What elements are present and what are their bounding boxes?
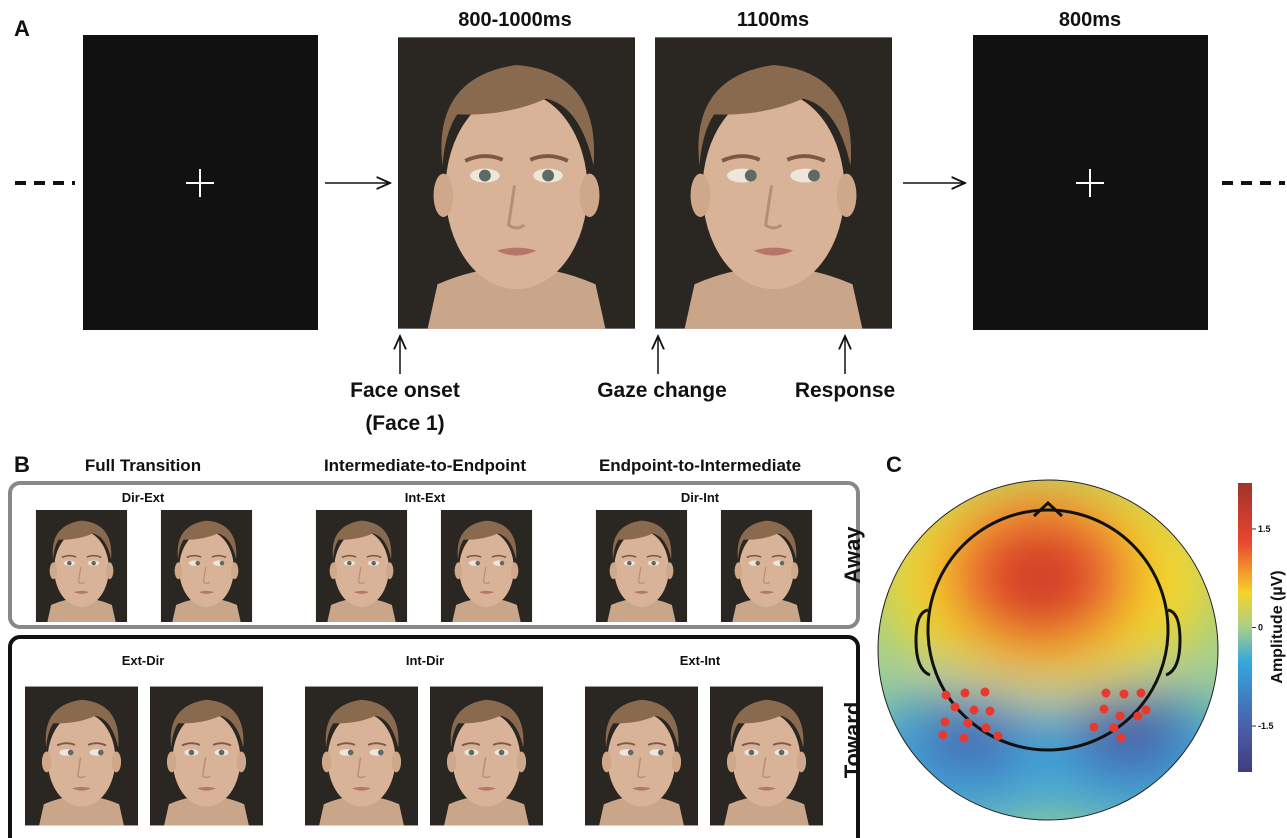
face-image	[34, 510, 129, 622]
event-arrows	[400, 336, 845, 374]
duration-label: 800-1000ms	[458, 9, 571, 31]
scalp-outline	[877, 479, 1219, 821]
face-image	[719, 510, 814, 622]
head-outline	[914, 500, 1182, 752]
face-image	[314, 510, 409, 622]
colorbar-tick-label: 0	[1258, 623, 1263, 633]
face-image	[25, 685, 138, 827]
panel-label: A	[14, 16, 30, 41]
colorbar-label: Amplitude (µV)	[1269, 570, 1286, 683]
panel-label: C	[886, 452, 902, 477]
event-label: Gaze change	[597, 379, 727, 402]
electrode	[1089, 722, 1099, 732]
condition-group-box	[8, 481, 860, 629]
electrode	[980, 687, 990, 697]
electrode	[959, 733, 969, 743]
electrode	[950, 702, 960, 712]
electrode	[1116, 733, 1126, 743]
fixation-cross	[186, 169, 214, 197]
condition-label: Dir-Ext	[122, 490, 165, 505]
electrode	[941, 690, 951, 700]
topomap	[878, 480, 1218, 820]
electrode	[985, 706, 995, 716]
electrode	[1099, 704, 1109, 714]
electrode	[1119, 689, 1129, 699]
condition-group-box	[8, 635, 860, 838]
electrode	[969, 705, 979, 715]
panel-label: B	[14, 452, 30, 477]
electrode	[1109, 723, 1119, 733]
condition-label: Int-Dir	[406, 653, 444, 668]
face-image	[655, 36, 892, 330]
face-image	[159, 510, 254, 622]
event-label: Face onset	[350, 379, 460, 402]
column-header: Endpoint-to-Intermediate	[599, 456, 801, 475]
duration-label: 1100ms	[737, 9, 809, 31]
face-image	[150, 685, 263, 827]
event-label: Response	[795, 379, 895, 402]
duration-label: 800ms	[1059, 9, 1121, 31]
electrode	[1136, 688, 1146, 698]
face-image	[710, 685, 823, 827]
event-label: (Face 1)	[365, 412, 444, 435]
face-image	[430, 685, 543, 827]
column-header: Full Transition	[85, 456, 201, 475]
condition-label: Dir-Int	[681, 490, 720, 505]
face-image	[439, 510, 534, 622]
electrode	[940, 717, 950, 727]
electrode	[981, 723, 991, 733]
electrode	[963, 718, 973, 728]
colorbar	[1238, 483, 1252, 772]
row-label: Away	[840, 526, 865, 584]
electrode	[1141, 705, 1151, 715]
colorbar-tick-label: -1.5	[1258, 721, 1274, 731]
row-label: Toward	[840, 702, 865, 779]
face-image	[585, 685, 698, 827]
column-header: Intermediate-to-Endpoint	[324, 456, 526, 475]
condition-label: Ext-Int	[680, 653, 721, 668]
electrode	[960, 688, 970, 698]
condition-label: Int-Ext	[405, 490, 446, 505]
electrode	[1101, 688, 1111, 698]
face-image	[305, 685, 418, 827]
electrode	[1133, 711, 1143, 721]
face-image	[398, 36, 635, 330]
face-image	[594, 510, 689, 622]
electrode	[938, 730, 948, 740]
condition-label: Ext-Dir	[122, 653, 165, 668]
electrode-cluster	[938, 687, 1151, 743]
electrode	[993, 731, 1003, 741]
fixation-cross	[1076, 169, 1104, 197]
electrode	[1115, 711, 1125, 721]
colorbar-tick-label: 1.5	[1258, 524, 1271, 534]
